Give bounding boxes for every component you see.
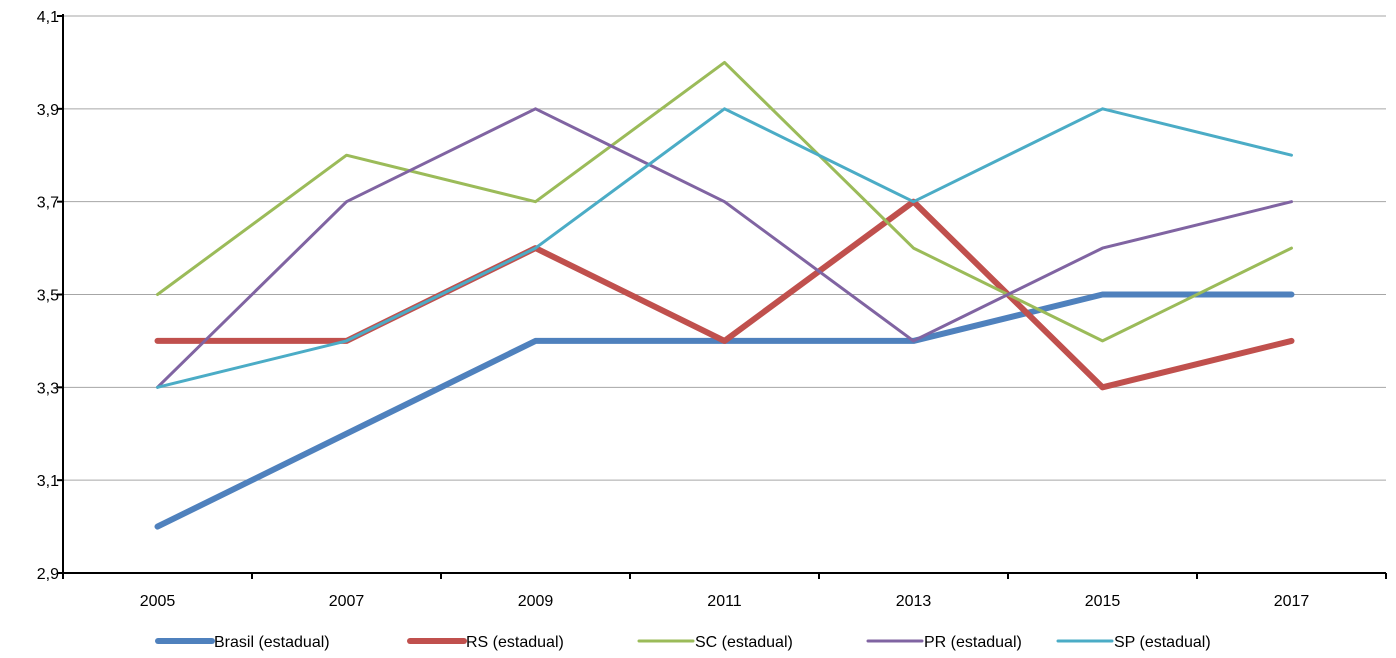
y-tick-label: 3,9 [37,102,59,119]
y-tick-label: 4,1 [37,9,59,26]
legend-label: SP (estadual) [1114,634,1211,651]
x-tick-label: 2009 [518,593,554,610]
y-tick-label: 3,3 [37,380,59,397]
legend-label: Brasil (estadual) [214,634,330,651]
x-tick-label: 2007 [329,593,365,610]
series-line-1 [154,291,1295,530]
axes: 2,9 3,1 3,3 3,5 3,7 3,9 4,1 2005 2007 2009 2011 201… [37,9,1387,610]
series-line-5 [156,107,1293,389]
x-tick-label: 2005 [140,593,176,610]
x-tick-label: 2011 [707,593,742,610]
y-tick-label: 3,5 [37,288,59,305]
series-lines [154,60,1295,530]
y-tick-label: 3,1 [37,473,59,490]
y-tick-label: 3,7 [37,195,59,212]
legend-label: PR (estadual) [924,634,1022,651]
y-tick-label: 2,9 [37,566,59,583]
series-line-3 [156,60,1293,343]
x-tick-label: 2013 [896,593,932,610]
legend-label: SC (estadual) [695,634,793,651]
x-tick-label: 2017 [1274,593,1310,610]
series-line-4 [156,107,1293,389]
legend: Brasil (estadual) RS (estadual) SC (estadu… [155,634,1211,651]
x-tick-label: 2015 [1085,593,1121,610]
legend-label: RS (estadual) [466,634,564,651]
gridlines [63,15,1386,481]
